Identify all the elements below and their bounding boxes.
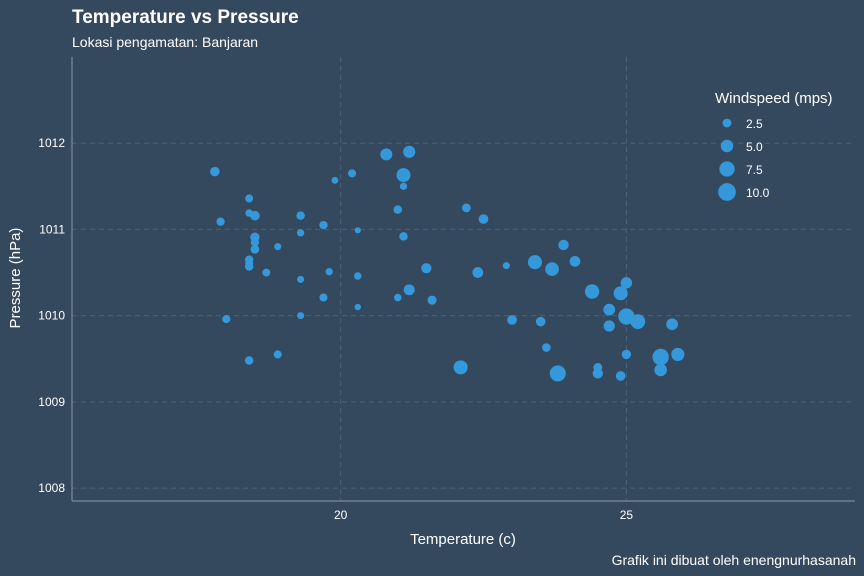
legend-entry-label: 5.0 — [746, 140, 763, 154]
legend-title: Windspeed (mps) — [715, 90, 833, 107]
data-point — [393, 205, 403, 214]
axes — [71, 57, 855, 502]
legend-size-key — [722, 118, 732, 128]
legend-size-key — [719, 161, 735, 177]
data-point — [244, 356, 254, 365]
chart-caption: Grafik ini dibuat oleh enengnurhasanah — [612, 552, 856, 568]
data-point — [427, 295, 437, 305]
y-tick-label: 1011 — [39, 222, 65, 236]
data-point — [569, 255, 581, 267]
data-point — [618, 308, 635, 325]
data-point — [613, 286, 628, 301]
data-point — [421, 263, 432, 274]
data-point — [545, 262, 559, 276]
legend: Windspeed (mps) 2.5 5.0 7.5 10.0 — [715, 90, 833, 201]
data-point — [210, 166, 220, 177]
data-point — [592, 368, 603, 379]
y-tick-label: 1010 — [38, 309, 65, 323]
data-point — [542, 343, 551, 352]
data-point — [615, 371, 626, 381]
data-point — [250, 238, 260, 247]
data-point — [507, 315, 517, 325]
data-point — [527, 255, 542, 270]
data-point — [354, 272, 362, 280]
data-point — [462, 203, 471, 213]
data-point — [244, 262, 254, 271]
y-axis-title: Pressure (hPa) — [7, 228, 24, 329]
data-point — [549, 365, 566, 382]
data-point — [319, 220, 328, 230]
data-point — [621, 349, 632, 360]
data-point — [603, 320, 615, 332]
grid-lines — [72, 57, 855, 501]
data-point — [403, 145, 416, 158]
data-point — [250, 210, 260, 221]
x-tick-label: 25 — [620, 508, 634, 522]
data-point — [558, 239, 569, 251]
chart-title: Temperature vs Pressure — [72, 7, 299, 28]
data-point — [273, 350, 282, 359]
data-point — [331, 176, 339, 184]
data-point — [399, 232, 408, 241]
data-point — [399, 182, 408, 190]
data-point — [262, 268, 271, 277]
data-point — [603, 303, 616, 316]
data-point — [620, 277, 633, 289]
x-axis-title: Temperature (c) — [410, 531, 516, 548]
data-point — [666, 318, 678, 331]
y-tick-label: 1009 — [38, 395, 65, 409]
data-point — [403, 284, 415, 296]
data-point — [354, 303, 361, 311]
data-point — [652, 348, 669, 366]
data-point — [535, 316, 546, 327]
data-point — [478, 214, 489, 224]
legend-entry-label: 2.5 — [746, 117, 763, 131]
data-point — [274, 243, 282, 251]
data-point — [245, 194, 254, 203]
data-point — [380, 148, 393, 161]
data-point — [453, 360, 468, 375]
data-point — [296, 229, 305, 237]
x-tick-label: 20 — [334, 508, 348, 522]
legend-size-key — [718, 183, 736, 201]
data-point — [671, 347, 685, 362]
legend-entry-label: 10.0 — [746, 186, 770, 200]
data-point — [250, 244, 260, 254]
data-point — [584, 284, 600, 299]
data-point — [394, 293, 402, 302]
data-point — [297, 275, 305, 283]
data-point — [222, 315, 231, 324]
data-point — [216, 217, 225, 226]
data-point — [654, 363, 667, 377]
data-point — [296, 211, 305, 220]
data-point — [630, 314, 646, 330]
y-tick-label: 1008 — [38, 481, 65, 495]
data-points — [210, 145, 685, 382]
legend-size-key — [720, 139, 734, 153]
legend-entry-label: 7.5 — [746, 163, 763, 177]
chart-subtitle: Lokasi pengamatan: Banjaran — [72, 34, 258, 50]
data-point — [347, 169, 357, 178]
data-point — [354, 227, 361, 234]
data-point — [319, 293, 328, 302]
tick-labels: 1008 1009 1010 1011 1012 20 25 — [38, 136, 633, 522]
y-tick-label: 1012 — [38, 136, 65, 150]
data-point — [502, 262, 510, 270]
data-point — [325, 268, 333, 276]
data-point — [297, 312, 305, 320]
data-point — [472, 267, 484, 278]
data-point — [396, 168, 411, 183]
